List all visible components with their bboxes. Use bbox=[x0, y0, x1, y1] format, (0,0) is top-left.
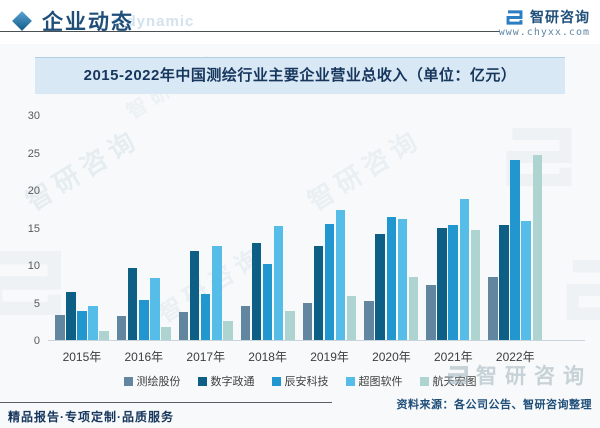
bar-group-2021年 bbox=[426, 116, 481, 340]
legend-item-辰安科技: 辰安科技 bbox=[271, 373, 329, 389]
bar-辰安科技-2021年 bbox=[448, 225, 458, 340]
bar-超图软件-2018年 bbox=[273, 226, 284, 340]
bar-辰安科技-2020年 bbox=[386, 217, 397, 340]
bar-航天宏图-2021年 bbox=[470, 229, 481, 340]
y-axis-tick: 5 bbox=[33, 297, 40, 310]
x-axis-label: 2022年 bbox=[495, 350, 535, 364]
footer-slogan: 精品报告·专项定制·品质服务 bbox=[8, 410, 174, 424]
bar-测绘股份-2016年 bbox=[116, 316, 127, 340]
bar-数字政通-2021年 bbox=[437, 228, 447, 340]
zhiyan-logo-icon bbox=[505, 8, 524, 27]
x-axis-label: 2019年 bbox=[310, 350, 349, 364]
bar-数字政通-2015年 bbox=[66, 292, 76, 340]
bar-超图软件-2015年 bbox=[88, 306, 98, 340]
section-title: 企业动态 bbox=[42, 11, 134, 34]
bar-航天宏图-2015年 bbox=[99, 331, 109, 340]
y-axis-tick: 15 bbox=[27, 222, 40, 235]
plot-area bbox=[48, 116, 585, 341]
bar-测绘股份-2017年 bbox=[178, 312, 189, 340]
header-watermark-text: e dynamic bbox=[112, 13, 195, 30]
bar-数字政通-2022年 bbox=[499, 225, 509, 340]
y-axis-tick: 10 bbox=[27, 260, 40, 272]
page-header: e dynamic 企业动态 智研咨询 www.chyxx.com bbox=[0, 0, 600, 44]
legend-item-航天宏图: 航天宏图 bbox=[419, 373, 477, 389]
bar-超图软件-2021年 bbox=[459, 199, 470, 340]
bar-测绘股份-2018年 bbox=[240, 306, 251, 340]
x-axis-label: 2015年 bbox=[62, 350, 102, 364]
bar-group-2020年 bbox=[364, 116, 419, 340]
brand-name: 智研咨询 bbox=[530, 9, 590, 25]
bar-航天宏图-2018年 bbox=[285, 310, 295, 340]
bar-超图软件-2017年 bbox=[212, 246, 222, 340]
bar-航天宏图-2016年 bbox=[161, 326, 171, 340]
bar-测绘股份-2021年 bbox=[426, 284, 436, 340]
bar-超图软件-2019年 bbox=[335, 210, 346, 340]
bar-数字政通-2020年 bbox=[375, 234, 385, 340]
legend-swatch-icon bbox=[419, 376, 429, 386]
legend-label: 超图软件 bbox=[358, 376, 403, 388]
legend-swatch-icon bbox=[197, 376, 207, 386]
y-axis-tick: 0 bbox=[33, 335, 40, 347]
bar-group-2022年 bbox=[488, 116, 542, 340]
bar-超图软件-2016年 bbox=[150, 277, 160, 340]
legend-item-数字政通: 数字政通 bbox=[197, 373, 255, 389]
bar-航天宏图-2019年 bbox=[346, 295, 357, 340]
header-divider bbox=[0, 31, 500, 32]
bar-辰安科技-2015年 bbox=[77, 310, 87, 340]
legend-swatch-icon bbox=[123, 376, 133, 386]
legend-item-超图软件: 超图软件 bbox=[345, 373, 403, 389]
bar-辰安科技-2022年 bbox=[510, 160, 520, 340]
legend-label: 测绘股份 bbox=[136, 376, 181, 388]
legend-label: 数字政通 bbox=[210, 376, 255, 388]
bar-航天宏图-2017年 bbox=[223, 321, 233, 340]
brand-logo: 智研咨询 bbox=[505, 7, 590, 27]
x-axis-label: 2016年 bbox=[124, 350, 164, 364]
bar-辰安科技-2017年 bbox=[200, 293, 211, 340]
bar-数字政通-2018年 bbox=[251, 242, 262, 340]
bar-group-2017年 bbox=[178, 116, 233, 340]
chart-title: 2015-2022年中国测绘行业主要企业营业总收入（单位：亿元） bbox=[35, 57, 565, 94]
legend-item-测绘股份: 测绘股份 bbox=[123, 373, 181, 389]
bar-group-2019年 bbox=[302, 116, 357, 340]
legend-label: 航天宏图 bbox=[432, 376, 477, 388]
legend-label: 辰安科技 bbox=[284, 376, 329, 388]
y-axis-tick: 25 bbox=[27, 147, 40, 160]
bar-超图软件-2022年 bbox=[521, 220, 531, 340]
bar-group-2018年 bbox=[240, 116, 295, 340]
x-axis-label: 2017年 bbox=[186, 350, 226, 364]
bar-数字政通-2017年 bbox=[189, 250, 200, 340]
x-axis-label: 2018年 bbox=[248, 350, 287, 364]
bar-超图软件-2020年 bbox=[397, 218, 408, 340]
y-axis-tick: 30 bbox=[27, 110, 40, 122]
bar-辰安科技-2019年 bbox=[324, 223, 335, 340]
legend-swatch-icon bbox=[345, 376, 355, 386]
bar-group-2015年 bbox=[55, 116, 109, 340]
brand-url: www.chyxx.com bbox=[498, 27, 590, 38]
bar-group-2016年 bbox=[116, 116, 171, 340]
bar-航天宏图-2020年 bbox=[408, 277, 419, 340]
chart-legend: 测绘股份 数字政通 辰安科技 超图软件 航天宏图 bbox=[0, 373, 600, 389]
bar-辰安科技-2016年 bbox=[139, 299, 149, 340]
data-source-note: 资料来源：各公司公告、智研咨询整理 bbox=[396, 399, 592, 411]
y-axis-tick: 20 bbox=[27, 185, 40, 197]
x-axis-label: 2021年 bbox=[433, 350, 473, 364]
footer-divider bbox=[0, 402, 332, 403]
bar-测绘股份-2015年 bbox=[55, 314, 65, 340]
bar-辰安科技-2018年 bbox=[262, 263, 273, 340]
bar-数字政通-2019年 bbox=[313, 246, 324, 340]
x-axis-label: 2020年 bbox=[372, 350, 411, 364]
bar-航天宏图-2022年 bbox=[532, 154, 542, 340]
bar-数字政通-2016年 bbox=[127, 268, 138, 340]
legend-swatch-icon bbox=[271, 376, 281, 386]
bar-测绘股份-2022年 bbox=[488, 277, 498, 340]
bar-测绘股份-2019年 bbox=[302, 303, 312, 340]
bar-测绘股份-2020年 bbox=[364, 301, 374, 340]
